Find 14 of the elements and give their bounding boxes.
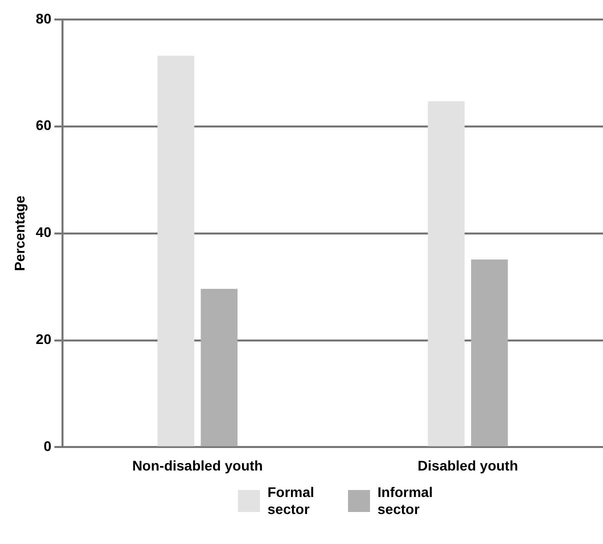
x-tick-label: Disabled youth	[418, 457, 518, 474]
bar	[158, 56, 194, 446]
x-tick-label: Non-disabled youth	[132, 457, 263, 474]
y-tick-label: 80	[36, 10, 52, 26]
legend-label: Formal sector	[268, 484, 316, 518]
y-tick-label: 0	[44, 438, 52, 454]
y-tick-label: 40	[36, 224, 52, 240]
y-axis-title: Percentage	[11, 195, 28, 272]
bar	[471, 260, 508, 446]
bar	[200, 288, 238, 446]
legend-label: Informal sector	[378, 484, 434, 518]
y-tick-label: 20	[36, 331, 52, 348]
y-tick-label: 60	[36, 117, 52, 134]
bar	[428, 101, 465, 446]
